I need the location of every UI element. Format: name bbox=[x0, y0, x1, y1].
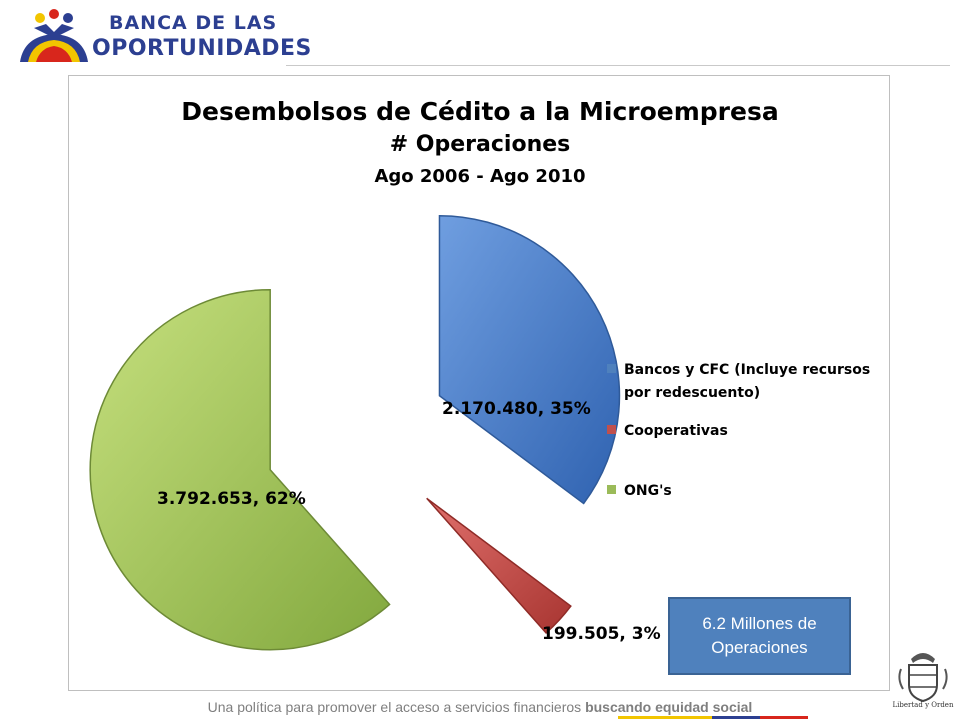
pie-slice-ongs bbox=[89, 288, 391, 651]
pie-slice-cooperativas bbox=[426, 497, 572, 635]
data-label-ongs: 3.792.653, 62% bbox=[157, 489, 306, 509]
callout-text: 6.2 Millones de Operaciones bbox=[702, 614, 817, 657]
flag-stripe-yellow bbox=[618, 716, 712, 719]
legend-label-ongs: ONG's bbox=[624, 483, 672, 499]
legend-swatch-cooperativas bbox=[607, 425, 616, 434]
data-label-bancos: 2.170.480, 35% bbox=[442, 399, 591, 419]
seal-caption: Libertad y Orden bbox=[892, 701, 954, 709]
flag-stripe-blue bbox=[712, 716, 760, 719]
footer-tagline: Una política para promover el acceso a s… bbox=[0, 699, 960, 715]
pie-slice-bancos bbox=[438, 214, 621, 505]
logo-figure-icon bbox=[20, 9, 88, 62]
pie-chart: 2.170.480, 35% 199.505, 3% 3.792.653, 62% bbox=[89, 214, 661, 651]
total-operations-callout: 6.2 Millones de Operaciones bbox=[668, 597, 851, 675]
logo-line-1: BANCA DE LAS bbox=[109, 12, 278, 34]
chart-title: Desembolsos de Cédito a la Microempresa bbox=[181, 97, 779, 126]
chart-subtitle: # Operaciones bbox=[389, 132, 571, 157]
legend-label-bancos: Bancos y CFC (Incluye recursos por redes… bbox=[624, 362, 871, 401]
banca-oportunidades-logo: BANCA DE LAS OPORTUNIDADES bbox=[14, 6, 311, 64]
logo-line-2: OPORTUNIDADES bbox=[92, 36, 312, 61]
flag-stripe-red bbox=[760, 716, 808, 719]
legend-label-cooperativas: Cooperativas bbox=[624, 423, 728, 439]
chart-container: Desembolsos de Cédito a la Microempresa … bbox=[68, 75, 890, 691]
header-divider bbox=[286, 65, 950, 66]
footer-text: Una política para promover el acceso a s… bbox=[207, 699, 586, 715]
chart-period: Ago 2006 - Ago 2010 bbox=[374, 166, 586, 187]
legend-swatch-bancos bbox=[607, 364, 616, 373]
colombia-coat-of-arms-icon: Libertad y Orden bbox=[893, 645, 953, 713]
legend-swatch-ongs bbox=[607, 485, 616, 494]
data-label-cooperativas: 199.505, 3% bbox=[542, 624, 661, 644]
footer-bold-text: buscando equidad social bbox=[585, 699, 753, 715]
